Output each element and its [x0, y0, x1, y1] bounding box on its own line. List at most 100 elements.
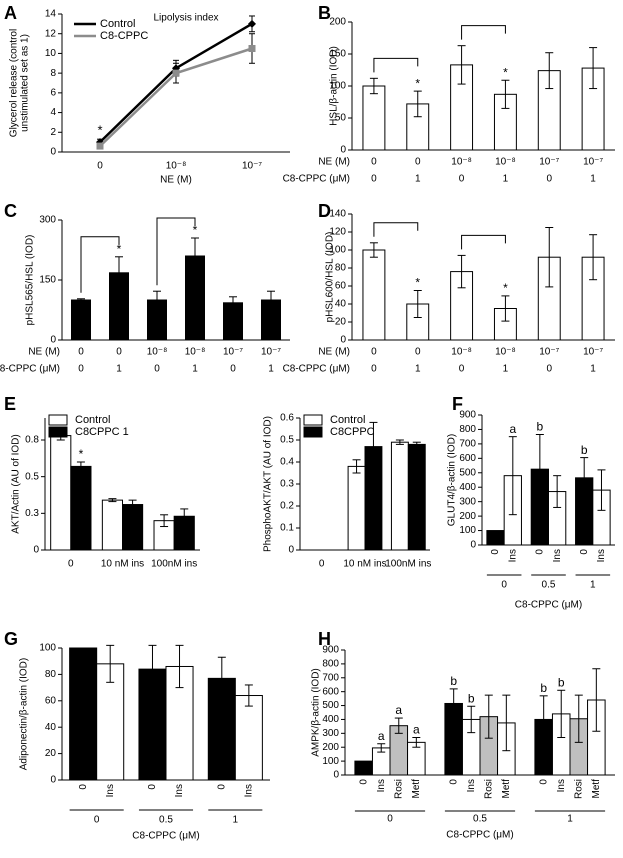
y-tick-label: 14: [45, 9, 57, 20]
x-tick-label: 100nM ins: [385, 559, 431, 570]
chart-title: Lipolysis index: [153, 13, 218, 24]
significance: b: [450, 674, 457, 688]
bar-label: Metf: [591, 779, 602, 799]
legend-label: Control: [330, 414, 365, 426]
bar: [486, 530, 505, 546]
y-tick-label: 100: [322, 756, 339, 767]
x-tick-label: 0.5: [159, 815, 173, 826]
x-axis-label: C8-CPPC (μM): [515, 600, 582, 611]
row-value: 1: [116, 364, 122, 375]
x-tick-label: 0: [501, 580, 507, 591]
y-tick-label: 150: [329, 49, 346, 60]
bar: [390, 441, 409, 551]
significance: b: [540, 681, 547, 695]
y-axis-label: GLUT4/β-actin (IOD): [447, 434, 458, 526]
row-value: 10⁻⁸: [185, 347, 206, 358]
bar-label: Ins: [466, 779, 477, 792]
bar-label: Metf: [411, 779, 422, 799]
row-value: 10⁻⁷: [539, 157, 559, 168]
row-value: 0: [116, 347, 122, 358]
row-value: 0: [546, 364, 552, 375]
bar-label: Ins: [376, 779, 387, 792]
row-value: 0: [459, 174, 465, 185]
point: [172, 69, 180, 77]
row-value: 0: [459, 364, 465, 375]
x-tick-label: 0: [319, 559, 325, 570]
row-value: 10⁻⁷: [539, 347, 559, 358]
significance: *: [193, 223, 198, 237]
row-value: 0: [78, 364, 84, 375]
panel-letter: C: [4, 201, 17, 221]
y-axis-label: HSL/β-actin (IOD): [329, 46, 340, 126]
y-tick-label: 900: [322, 645, 339, 656]
y-tick-label: 300: [39, 215, 56, 226]
bracket: [461, 25, 506, 40]
y-tick-label: 0: [470, 540, 476, 551]
y-tick-label: 140: [329, 209, 346, 220]
row-value: 10⁻⁸: [495, 157, 516, 168]
row-label: NE (M): [318, 157, 350, 168]
y-tick-label: 12: [45, 28, 57, 39]
row-value: 0: [154, 364, 160, 375]
legend-swatch: [303, 426, 323, 438]
significance: *: [79, 447, 84, 461]
y-tick-label: 8: [50, 68, 56, 79]
significance: a: [413, 723, 420, 737]
y-tick-label: 0.5: [280, 435, 294, 446]
y-tick-label: 20: [45, 748, 57, 759]
y-tick-label: 0: [33, 545, 39, 556]
row-value: 1: [415, 174, 421, 185]
y-tick-label: 600: [322, 686, 339, 697]
bar-label: Ins: [596, 549, 607, 562]
row-value: 10⁻⁷: [583, 347, 603, 358]
y-tick-label: 0: [50, 335, 56, 346]
row-value: 10⁻⁷: [261, 347, 281, 358]
y-axis-label: PhosphoAKT/AKT (AU of IOD): [263, 416, 274, 552]
row-value: 1: [503, 174, 509, 185]
y-tick-label: 2: [50, 127, 56, 138]
y-tick-label: 40: [45, 722, 57, 733]
x-axis-label: C8-CPPC (μM): [446, 830, 513, 841]
bar: [347, 465, 366, 551]
bar: [362, 85, 386, 151]
row-value: 10⁻⁸: [495, 347, 516, 358]
x-axis-label: NE (M): [160, 175, 192, 186]
x-tick-label: 1: [567, 814, 573, 825]
y-axis-label: Adiponectin/β-actin (IOD): [19, 658, 30, 770]
panel-letter: G: [4, 629, 18, 649]
row-value: 0: [78, 347, 84, 358]
point: [248, 45, 256, 52]
y-tick-label: 0.6: [280, 413, 294, 424]
bar-label: 0: [490, 549, 501, 555]
row-value: 10⁻⁷: [583, 157, 603, 168]
x-tick-label: 0.5: [473, 814, 487, 825]
point: [96, 142, 104, 150]
y-tick-label: 80: [45, 669, 57, 680]
bar-label: 0: [448, 779, 459, 785]
x-tick-label: 0: [387, 814, 393, 825]
y-tick-label: 400: [322, 714, 339, 725]
y-tick-label: 120: [329, 227, 346, 238]
row-value: 1: [503, 364, 509, 375]
y-axis-label: unstimulated set as 1): [20, 34, 31, 132]
y-tick-label: 0: [50, 147, 56, 158]
x-tick-label: 0: [97, 161, 103, 172]
significance: a: [378, 729, 385, 743]
bar-label: 0: [538, 779, 549, 785]
panel-letter: B: [318, 3, 331, 23]
bar: [70, 465, 92, 551]
x-tick-label: 1: [233, 815, 239, 826]
y-tick-label: 500: [459, 467, 476, 478]
bar-label: Rosi: [483, 779, 494, 799]
y-tick-label: 800: [322, 659, 339, 670]
y-tick-label: 150: [39, 275, 56, 286]
y-tick-label: 100: [329, 245, 346, 256]
bar: [69, 647, 98, 781]
bar-label: Metf: [501, 779, 512, 799]
row-label: C8-CPPC (μM): [283, 364, 350, 375]
bar-label: 0: [579, 549, 590, 555]
y-axis-label: AKT/Actin (AU of IOD): [11, 434, 22, 533]
y-axis-label: pHSL600/HSL (IOD): [325, 232, 336, 323]
bar-label: Rosi: [573, 779, 584, 799]
